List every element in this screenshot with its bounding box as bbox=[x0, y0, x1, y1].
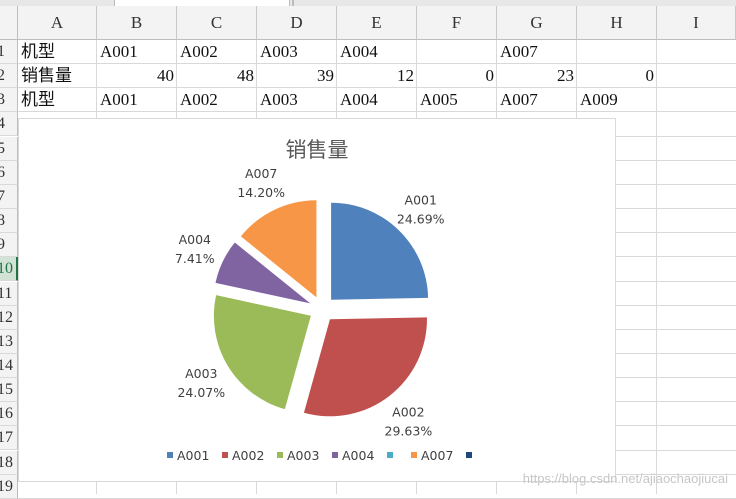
legend-label-a004: A004 bbox=[342, 448, 374, 463]
data-label-a002: A002 29.63% bbox=[385, 404, 433, 438]
data-label-a004: A004 7.41% bbox=[175, 232, 215, 266]
data-label-a003: A003 24.07% bbox=[177, 366, 225, 400]
pie-slice-a007[interactable] bbox=[240, 200, 317, 298]
cell-b2[interactable]: 40 bbox=[157, 66, 174, 86]
legend-swatch-a004 bbox=[332, 452, 338, 458]
data-label-category: A002 bbox=[392, 404, 424, 419]
gridline-horizontal bbox=[18, 111, 736, 113]
row-header-13[interactable]: 13 bbox=[0, 329, 18, 354]
column-header-e[interactable]: E bbox=[337, 6, 417, 40]
row-header-5[interactable]: 5 bbox=[0, 136, 18, 161]
pie-slice-a001[interactable] bbox=[331, 202, 429, 300]
row-header-11[interactable]: 11 bbox=[0, 281, 18, 306]
cell-b3[interactable]: A001 bbox=[100, 90, 138, 110]
column-header-i[interactable]: I bbox=[657, 6, 736, 40]
tab-strip bbox=[0, 0, 736, 6]
row-header-19[interactable]: 19 bbox=[0, 474, 18, 499]
legend-swatch-a001 bbox=[167, 452, 173, 458]
cell-c1[interactable]: A002 bbox=[180, 42, 218, 61]
legend-swatch-a007 bbox=[411, 452, 417, 458]
watermark: https://blog.csdn.net/ajiaochaojiucai bbox=[522, 471, 728, 486]
row-header-6[interactable]: 6 bbox=[0, 160, 18, 185]
chart-title: 销售量 bbox=[286, 138, 349, 162]
column-header-d[interactable]: D bbox=[257, 6, 337, 40]
column-header-h[interactable]: H bbox=[577, 6, 657, 40]
row-header-1[interactable]: 1 bbox=[0, 40, 18, 64]
legend-swatch-a005 bbox=[387, 452, 393, 458]
cell-g1[interactable]: A007 bbox=[500, 42, 538, 61]
row-header-16[interactable]: 16 bbox=[0, 402, 18, 427]
data-label-percent: 7.41% bbox=[175, 251, 215, 266]
legend-swatch-a009 bbox=[466, 452, 472, 458]
column-header-f[interactable]: F bbox=[417, 6, 497, 40]
cell-g2[interactable]: 23 bbox=[557, 66, 574, 86]
gridline-vertical bbox=[656, 40, 657, 494]
cell-e1[interactable]: A004 bbox=[340, 42, 378, 61]
cell-c3[interactable]: A002 bbox=[180, 90, 218, 110]
row-header-10[interactable]: 10 bbox=[0, 257, 18, 282]
gridline-horizontal bbox=[18, 87, 736, 89]
data-label-a007: A007 14.20% bbox=[237, 166, 285, 200]
cell-e2[interactable]: 12 bbox=[397, 66, 414, 86]
data-label-category: A003 bbox=[185, 366, 217, 381]
row-header-7[interactable]: 7 bbox=[0, 184, 18, 209]
data-label-percent: 29.63% bbox=[385, 423, 433, 438]
data-label-a001: A001 24.69% bbox=[397, 192, 445, 226]
cell-e3[interactable]: A004 bbox=[340, 90, 378, 110]
pie-chart-svg: 销售量 A001 24.69% A002 29.63% A003 24.07% A004 7.… bbox=[167, 138, 472, 463]
data-label-percent: 24.69% bbox=[397, 211, 445, 226]
column-header-g[interactable]: G bbox=[497, 6, 577, 40]
column-header-c[interactable]: C bbox=[177, 6, 257, 40]
legend-swatch-a003 bbox=[277, 452, 283, 458]
legend-label-a007: A007 bbox=[421, 448, 453, 463]
pie-chart[interactable]: 销售量 A001 24.69% A002 29.63% A003 24.07% A004 7.… bbox=[18, 118, 616, 482]
column-header-a[interactable]: A bbox=[18, 6, 97, 40]
cell-f2[interactable]: 0 bbox=[485, 66, 495, 86]
cell-d3[interactable]: A003 bbox=[260, 90, 298, 110]
cell-a2[interactable]: 销售量 bbox=[21, 66, 72, 86]
sheet-tab[interactable] bbox=[114, 0, 290, 6]
legend-label-a002: A002 bbox=[232, 448, 264, 463]
cell-a1[interactable]: 机型 bbox=[21, 42, 55, 61]
cell-d1[interactable]: A003 bbox=[260, 42, 298, 61]
column-header-b[interactable]: B bbox=[97, 6, 177, 40]
cell-f3[interactable]: A005 bbox=[420, 90, 458, 110]
pie-slice-a002[interactable] bbox=[303, 317, 427, 417]
cell-c2[interactable]: 48 bbox=[237, 66, 254, 86]
row-header-3[interactable]: 3 bbox=[0, 88, 18, 113]
row-header-17[interactable]: 17 bbox=[0, 426, 18, 451]
data-label-percent: 24.07% bbox=[177, 385, 225, 400]
cell-g3[interactable]: A007 bbox=[500, 90, 538, 110]
pie-slice-a003[interactable] bbox=[213, 295, 311, 410]
row-header-18[interactable]: 18 bbox=[0, 450, 18, 475]
row-header-4[interactable]: 4 bbox=[0, 112, 18, 137]
tab-divider bbox=[292, 0, 294, 6]
cell-h3[interactable]: A009 bbox=[580, 90, 618, 110]
row-header-14[interactable]: 14 bbox=[0, 353, 18, 378]
row-header-2[interactable]: 2 bbox=[0, 64, 18, 89]
legend-label-a003: A003 bbox=[287, 448, 319, 463]
row-header-9[interactable]: 9 bbox=[0, 233, 18, 258]
row-header-15[interactable]: 15 bbox=[0, 378, 18, 403]
data-label-percent: 14.20% bbox=[237, 185, 285, 200]
cell-f1[interactable] bbox=[417, 40, 497, 64]
cell-d2[interactable]: 39 bbox=[317, 66, 334, 86]
pie-slice-a004[interactable] bbox=[215, 242, 311, 304]
row-header-8[interactable]: 8 bbox=[0, 209, 18, 234]
cell-h1[interactable] bbox=[577, 40, 657, 64]
cell-b1[interactable]: A001 bbox=[100, 42, 138, 61]
data-label-category: A004 bbox=[179, 232, 211, 247]
select-all-corner[interactable] bbox=[0, 6, 18, 40]
legend-label-a001: A001 bbox=[177, 448, 209, 463]
data-label-category: A007 bbox=[245, 166, 277, 181]
gridline-horizontal bbox=[18, 63, 736, 65]
row-header-12[interactable]: 12 bbox=[0, 305, 18, 330]
data-label-category: A001 bbox=[405, 192, 437, 207]
cell-a3[interactable]: 机型 bbox=[21, 90, 55, 110]
cell-h2[interactable]: 0 bbox=[645, 66, 655, 86]
legend-swatch-a002 bbox=[222, 452, 228, 458]
